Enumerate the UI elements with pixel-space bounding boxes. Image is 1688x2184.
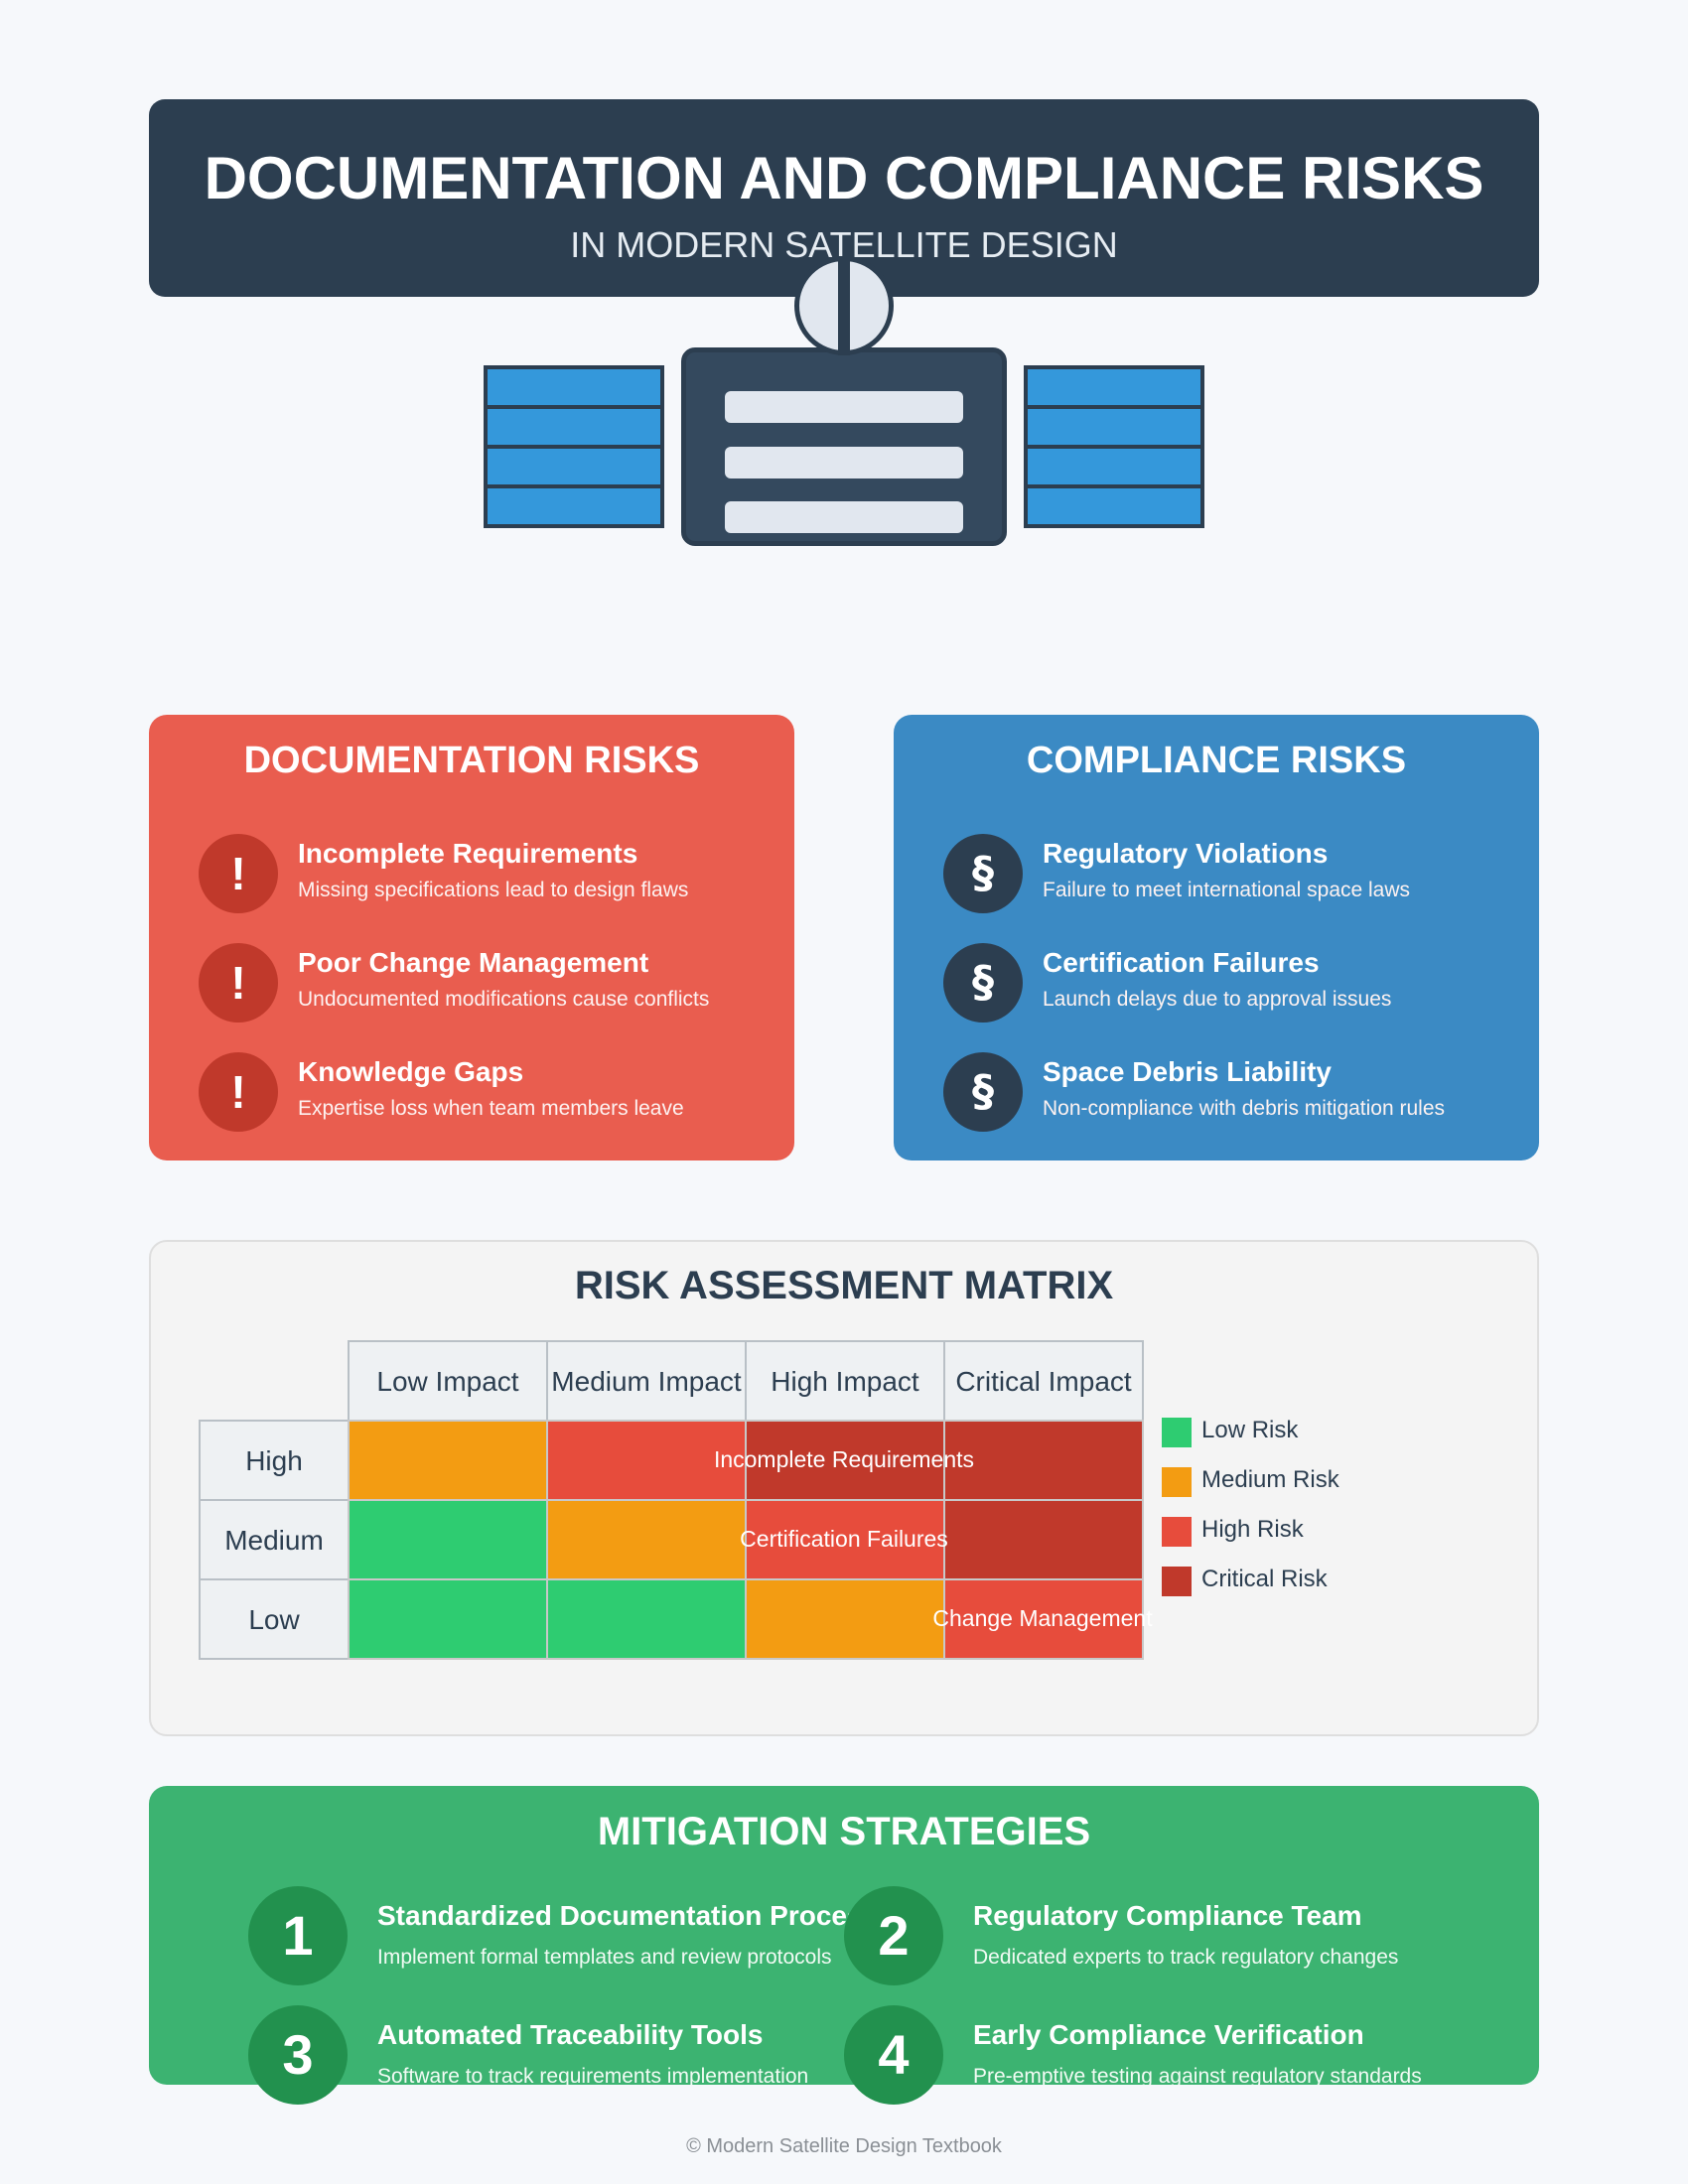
warning-icon: !	[199, 834, 278, 913]
matrix-cell-medium	[745, 1578, 945, 1660]
risk-item-title: Incomplete Requirements	[298, 838, 638, 869]
matrix-cell-critical	[943, 1420, 1144, 1501]
risk-item-desc: Missing specifications lead to design fl…	[298, 879, 689, 901]
strategy-desc: Dedicated experts to track regulatory ch…	[973, 1946, 1399, 1969]
risk-item-desc: Expertise loss when team members leave	[298, 1097, 684, 1120]
right-solar-panel-cell	[1024, 445, 1204, 488]
strategy-title: Automated Traceability Tools	[377, 2019, 764, 2050]
risk-item-title: Space Debris Liability	[1043, 1056, 1332, 1087]
matrix-column-header: Critical Impact	[943, 1340, 1144, 1422]
matrix-cell-high	[745, 1499, 945, 1580]
right-solar-panel-cell	[1024, 365, 1204, 409]
strategy-number-badge: 3	[248, 2005, 348, 2105]
mitigation-strategies-title: MITIGATION STRATEGIES	[597, 1810, 1091, 1853]
legend-swatch	[1162, 1567, 1192, 1596]
matrix-risk-label: Certification Failures	[740, 1526, 948, 1552]
risk-item-desc: Failure to meet international space laws	[1043, 879, 1411, 901]
legend-label: Critical Risk	[1201, 1566, 1328, 1592]
legend-swatch	[1162, 1517, 1192, 1547]
warning-icon: !	[199, 1052, 278, 1132]
legend-label: Medium Risk	[1201, 1466, 1339, 1493]
right-solar-panel-cell	[1024, 484, 1204, 528]
legend-swatch	[1162, 1418, 1192, 1447]
risk-item-title: Knowledge Gaps	[298, 1056, 524, 1087]
risk-item-desc: Launch delays due to approval issues	[1043, 988, 1392, 1011]
matrix-column-header: Low Impact	[348, 1340, 548, 1422]
section-sign-icon: §	[943, 834, 1023, 913]
risk-item-title: Poor Change Management	[298, 947, 649, 978]
strategy-number-badge: 2	[844, 1886, 943, 1985]
matrix-cell-medium	[546, 1499, 747, 1580]
matrix-column-header: High Impact	[745, 1340, 945, 1422]
risk-item-desc: Undocumented modifications cause conflic…	[298, 988, 710, 1011]
matrix-row-header: Medium	[199, 1499, 350, 1580]
strategy-title: Standardized Documentation Process	[377, 1900, 849, 1931]
right-solar-panel-cell	[1024, 405, 1204, 449]
strategy-number-badge: 4	[844, 2005, 943, 2105]
legend-label: Low Risk	[1201, 1417, 1299, 1443]
satellite-slot	[725, 391, 963, 423]
legend-label: High Risk	[1201, 1516, 1304, 1543]
page-title: DOCUMENTATION AND COMPLIANCE RISKS	[204, 145, 1484, 211]
satellite-antenna-divider	[838, 256, 850, 355]
footer-credit: © Modern Satellite Design Textbook	[686, 2135, 1002, 2157]
left-solar-panel-cell	[484, 405, 664, 449]
matrix-row-header: Low	[199, 1578, 350, 1660]
compliance-risks-title: COMPLIANCE RISKS	[1026, 740, 1407, 781]
matrix-cell-low	[546, 1578, 747, 1660]
matrix-cell-medium	[348, 1420, 548, 1501]
matrix-risk-label: Change Management	[932, 1605, 1153, 1631]
satellite-slot	[725, 501, 963, 533]
matrix-cell-high	[943, 1578, 1144, 1660]
section-sign-icon: §	[943, 1052, 1023, 1132]
matrix-column-header: Medium Impact	[546, 1340, 747, 1422]
warning-icon: !	[199, 943, 278, 1023]
left-solar-panel-cell	[484, 484, 664, 528]
risk-item-title: Regulatory Violations	[1043, 838, 1329, 869]
strategy-number-badge: 1	[248, 1886, 348, 1985]
strategy-title: Regulatory Compliance Team	[973, 1900, 1362, 1931]
section-sign-icon: §	[943, 943, 1023, 1023]
strategy-title: Early Compliance Verification	[973, 2019, 1364, 2050]
left-solar-panel-cell	[484, 365, 664, 409]
strategy-desc: Software to track requirements implement…	[377, 2065, 809, 2085]
risk-item-title: Certification Failures	[1043, 947, 1320, 978]
left-solar-panel-cell	[484, 445, 664, 488]
strategy-desc: Implement formal templates and review pr…	[377, 1946, 832, 1969]
risk-item-desc: Non-compliance with debris mitigation ru…	[1043, 1097, 1446, 1120]
matrix-cell-low	[348, 1499, 548, 1580]
documentation-risks-title: DOCUMENTATION RISKS	[243, 740, 700, 781]
matrix-row-header: High	[199, 1420, 350, 1501]
risk-matrix-title: RISK ASSESSMENT MATRIX	[574, 1264, 1114, 1307]
legend-swatch	[1162, 1467, 1192, 1497]
matrix-cell-low	[348, 1578, 548, 1660]
satellite-slot	[725, 447, 963, 478]
strategy-desc: Pre-emptive testing against regulatory s…	[973, 2065, 1422, 2085]
matrix-risk-label: Incomplete Requirements	[713, 1446, 975, 1472]
